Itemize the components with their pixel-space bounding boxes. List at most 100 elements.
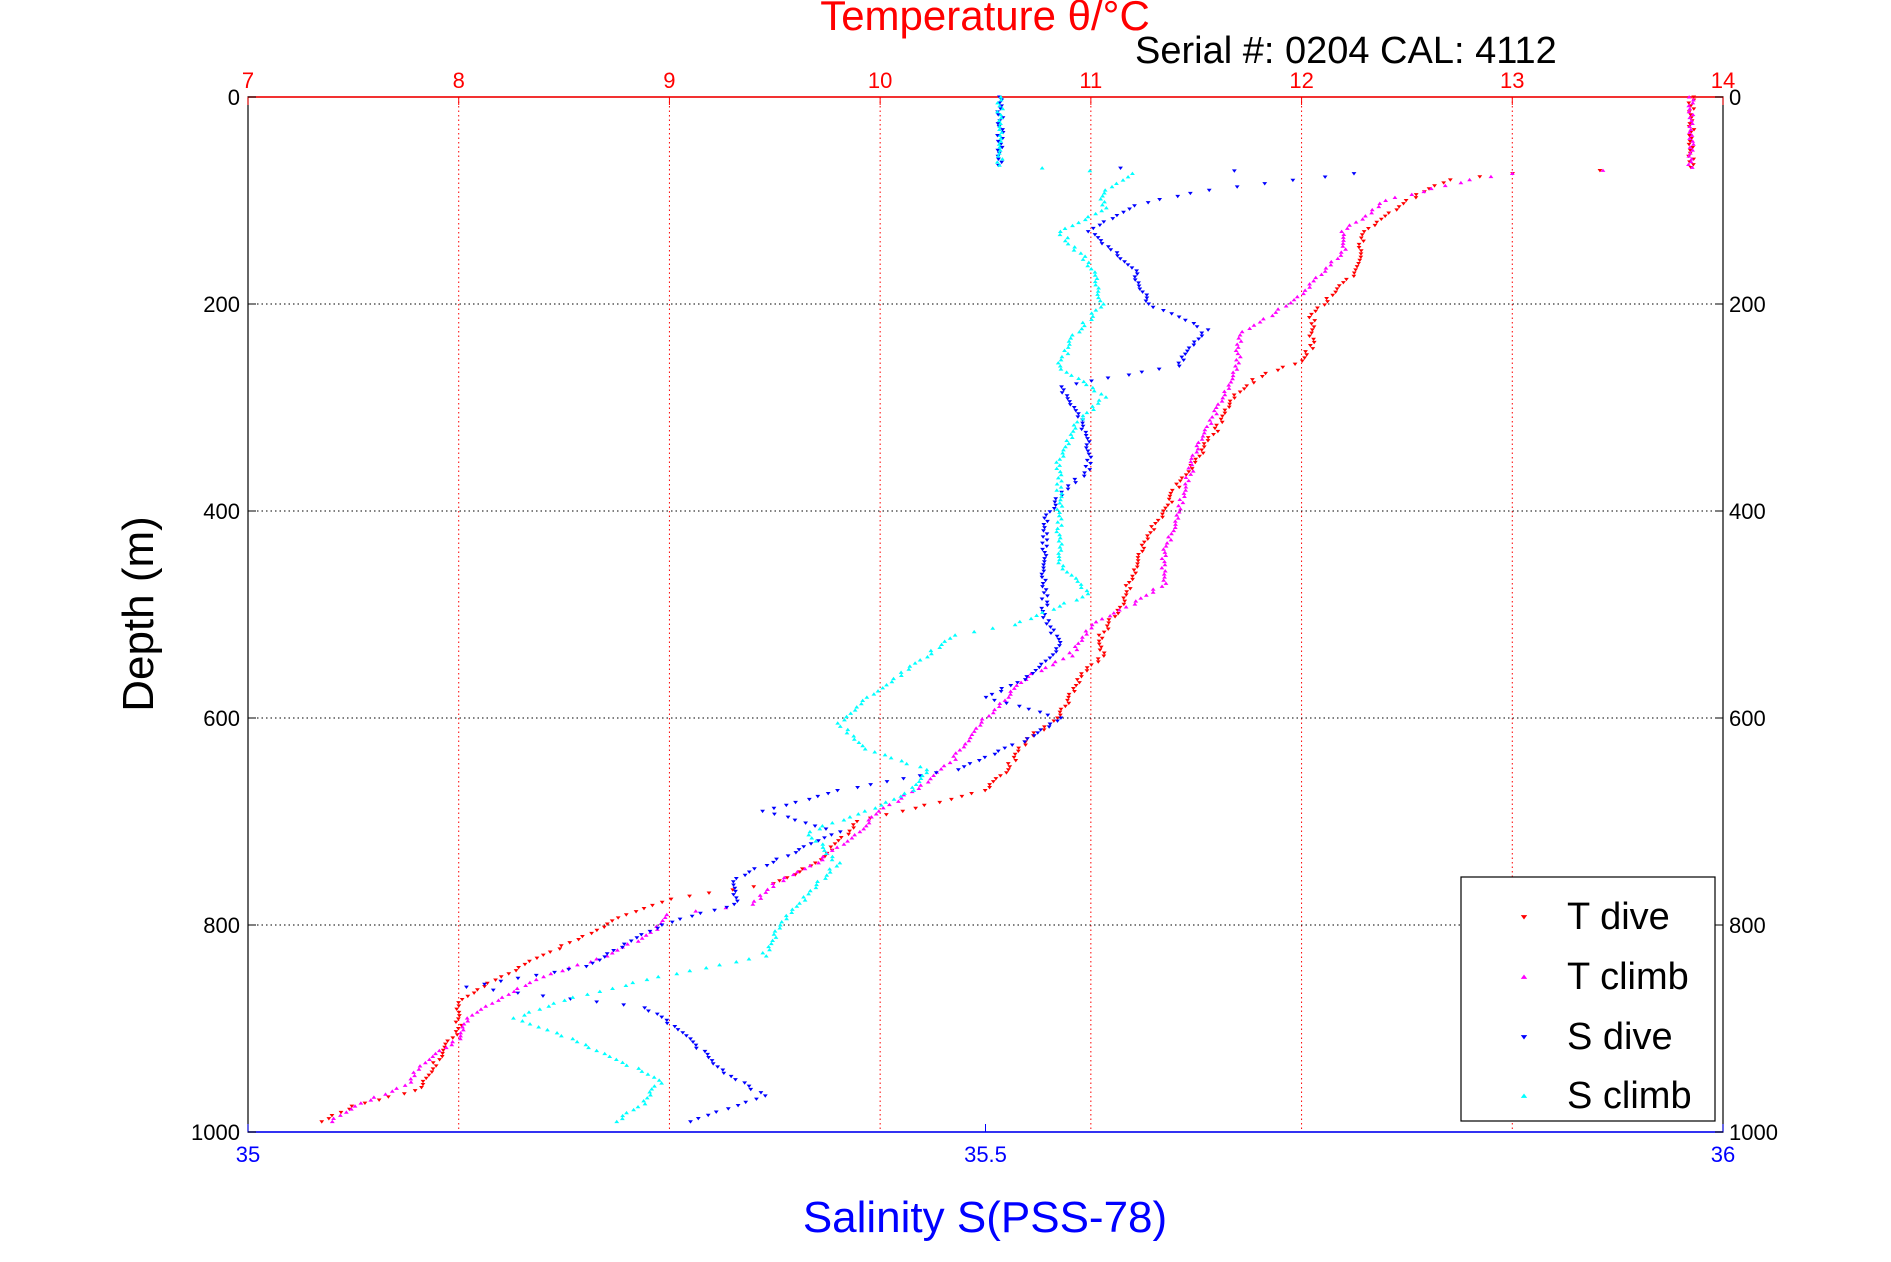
data-point [1057,557,1062,562]
data-point [851,734,857,738]
data-point [1047,722,1053,726]
data-point [784,876,790,880]
data-point [1166,534,1171,539]
data-point [562,998,567,1002]
data-point [995,148,1001,153]
data-point [764,864,770,868]
data-point [1063,444,1068,449]
data-point [1039,572,1045,577]
data-point [1111,611,1117,615]
data-point [1046,725,1052,729]
data-point [748,1087,754,1092]
data-point [1086,260,1092,265]
data-point [1102,188,1108,192]
data-point [757,893,763,897]
data-point [1179,355,1185,359]
data-point [1087,468,1093,472]
data-point [1085,214,1091,219]
data-point [1057,535,1063,540]
data-point [1426,187,1432,191]
data-point [1333,290,1339,294]
data-point [1044,600,1050,604]
data-point [735,1104,741,1108]
data-point [621,942,627,947]
data-point [998,95,1004,99]
data-point [846,832,851,837]
data-point [1161,572,1167,576]
data-point [1164,541,1170,545]
data-point [1067,650,1073,655]
tick-label-temperature: 9 [663,68,675,93]
data-point [645,1072,651,1076]
data-point [1072,644,1078,649]
data-point [1072,689,1077,694]
y-axis-label-depth: Depth (m) [114,516,163,712]
data-point [1060,451,1066,455]
data-point [957,748,963,752]
data-point [566,967,572,972]
data-point [832,842,838,846]
data-point [987,783,993,787]
data-point [1056,551,1062,555]
data-point [969,791,974,796]
data-point [376,1098,382,1102]
data-point [348,1107,354,1111]
data-point [1098,392,1104,396]
data-point [668,897,674,902]
data-point [725,1107,731,1111]
data-point [851,737,857,741]
data-point [1126,580,1132,585]
data-point [1149,525,1154,529]
data-point [1031,734,1037,738]
data-point [1228,380,1234,384]
data-point [989,692,995,697]
data-point [836,839,841,843]
data-point [995,749,1001,754]
data-point [499,995,505,999]
data-point [1054,460,1059,464]
data-point [1066,701,1072,706]
data-point [1077,330,1082,334]
data-point [454,1007,460,1012]
data-point [1175,194,1181,199]
data-point [1053,497,1059,501]
data-point [1096,286,1101,290]
tick-label-depth-right: 0 [1729,85,1741,110]
data-point [672,1024,678,1029]
data-point [1030,672,1036,676]
data-point [1050,662,1056,667]
data-point [1053,647,1059,651]
data-point [1048,625,1053,629]
data-point [1193,457,1199,462]
data-point [1344,226,1350,230]
data-point [1162,575,1167,579]
data-point [820,857,825,862]
data-point [1313,309,1318,314]
data-point [545,1028,550,1032]
data-point [1117,257,1123,261]
data-point [998,115,1004,120]
data-point [953,757,958,761]
data-point [651,1075,657,1079]
data-point [619,1116,625,1121]
data-point [845,839,850,843]
data-point [1192,460,1198,465]
data-point [1183,488,1189,492]
data-point [1428,186,1434,191]
data-point [1093,282,1099,287]
data-point [1339,229,1345,233]
data-point [815,794,821,799]
data-point [1353,268,1359,272]
data-point [820,842,826,846]
data-point [953,751,959,755]
data-point [1096,639,1102,644]
data-point [1226,383,1232,387]
data-point [496,998,501,1002]
data-point [731,893,736,897]
data-point [760,951,766,955]
data-point [416,1067,422,1071]
data-point [1135,556,1141,560]
data-point [1403,199,1409,203]
data-point [641,1099,647,1103]
